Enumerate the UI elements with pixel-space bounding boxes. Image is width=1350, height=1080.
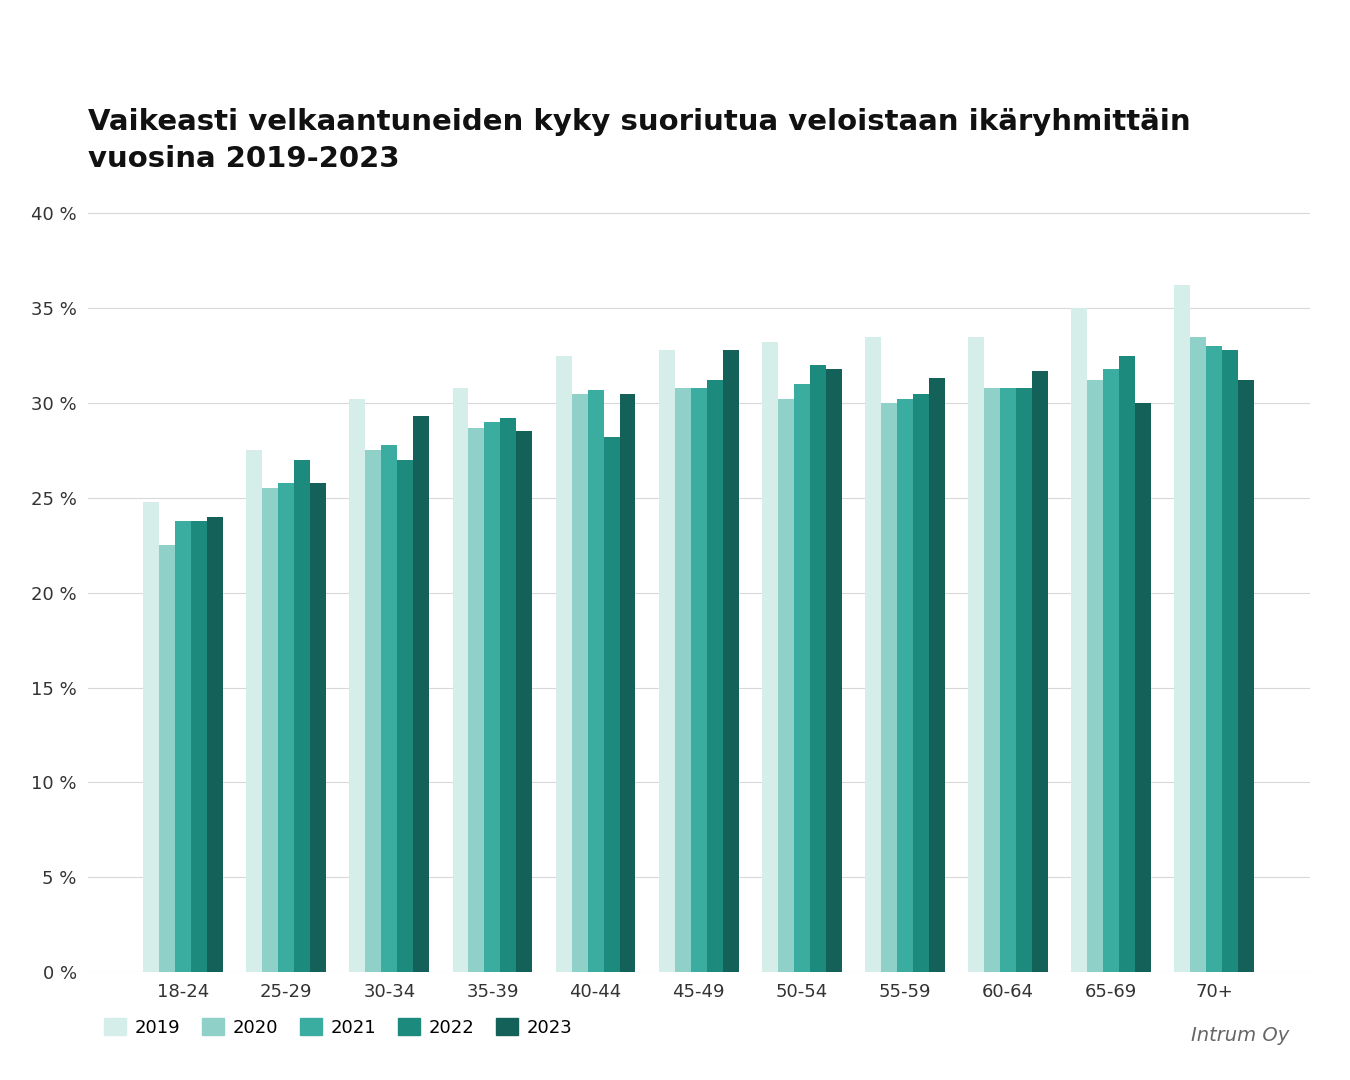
Bar [350, 400, 366, 972]
Bar [571, 393, 587, 972]
Bar [1206, 346, 1222, 972]
Bar [722, 350, 738, 972]
Bar [896, 400, 913, 972]
Bar [1135, 403, 1152, 972]
Text: Vaikeasti velkaantuneiden kyky suoriutua veloistaan ikäryhmittäin
vuosina 2019-2: Vaikeasti velkaantuneiden kyky suoriutua… [88, 108, 1191, 173]
Bar [865, 337, 880, 972]
Bar [382, 445, 397, 972]
Bar [1000, 388, 1015, 972]
Bar [310, 483, 327, 972]
Bar [1119, 355, 1135, 972]
Bar [794, 384, 810, 972]
Bar [452, 388, 468, 972]
Bar [691, 388, 706, 972]
Bar [413, 416, 429, 972]
Bar [501, 418, 517, 972]
Bar [826, 369, 841, 972]
Bar [761, 342, 778, 972]
Bar [1071, 308, 1087, 972]
Bar [929, 378, 945, 972]
Bar [207, 517, 223, 972]
Bar [262, 488, 278, 972]
Text: Intrum Oy: Intrum Oy [1191, 1026, 1289, 1045]
Bar [880, 403, 896, 972]
Bar [603, 437, 620, 972]
Bar [659, 350, 675, 972]
Legend: 2019, 2020, 2021, 2022, 2023: 2019, 2020, 2021, 2022, 2023 [97, 1011, 579, 1044]
Bar [397, 460, 413, 972]
Bar [810, 365, 826, 972]
Bar [778, 400, 794, 972]
Bar [192, 521, 207, 972]
Bar [246, 450, 262, 972]
Bar [143, 501, 159, 972]
Bar [1174, 285, 1191, 972]
Bar [1238, 380, 1254, 972]
Bar [1031, 370, 1048, 972]
Bar [587, 390, 603, 972]
Bar [278, 483, 294, 972]
Bar [1015, 388, 1031, 972]
Bar [556, 355, 571, 972]
Bar [1087, 380, 1103, 972]
Bar [1103, 369, 1119, 972]
Bar [176, 521, 192, 972]
Bar [1222, 350, 1238, 972]
Bar [485, 422, 501, 972]
Bar [968, 337, 984, 972]
Bar [675, 388, 691, 972]
Bar [517, 432, 532, 972]
Bar [984, 388, 1000, 972]
Bar [294, 460, 310, 972]
Bar [468, 428, 485, 972]
Bar [366, 450, 382, 972]
Bar [1191, 337, 1206, 972]
Bar [706, 380, 722, 972]
Bar [913, 393, 929, 972]
Bar [620, 393, 636, 972]
Bar [159, 545, 176, 972]
